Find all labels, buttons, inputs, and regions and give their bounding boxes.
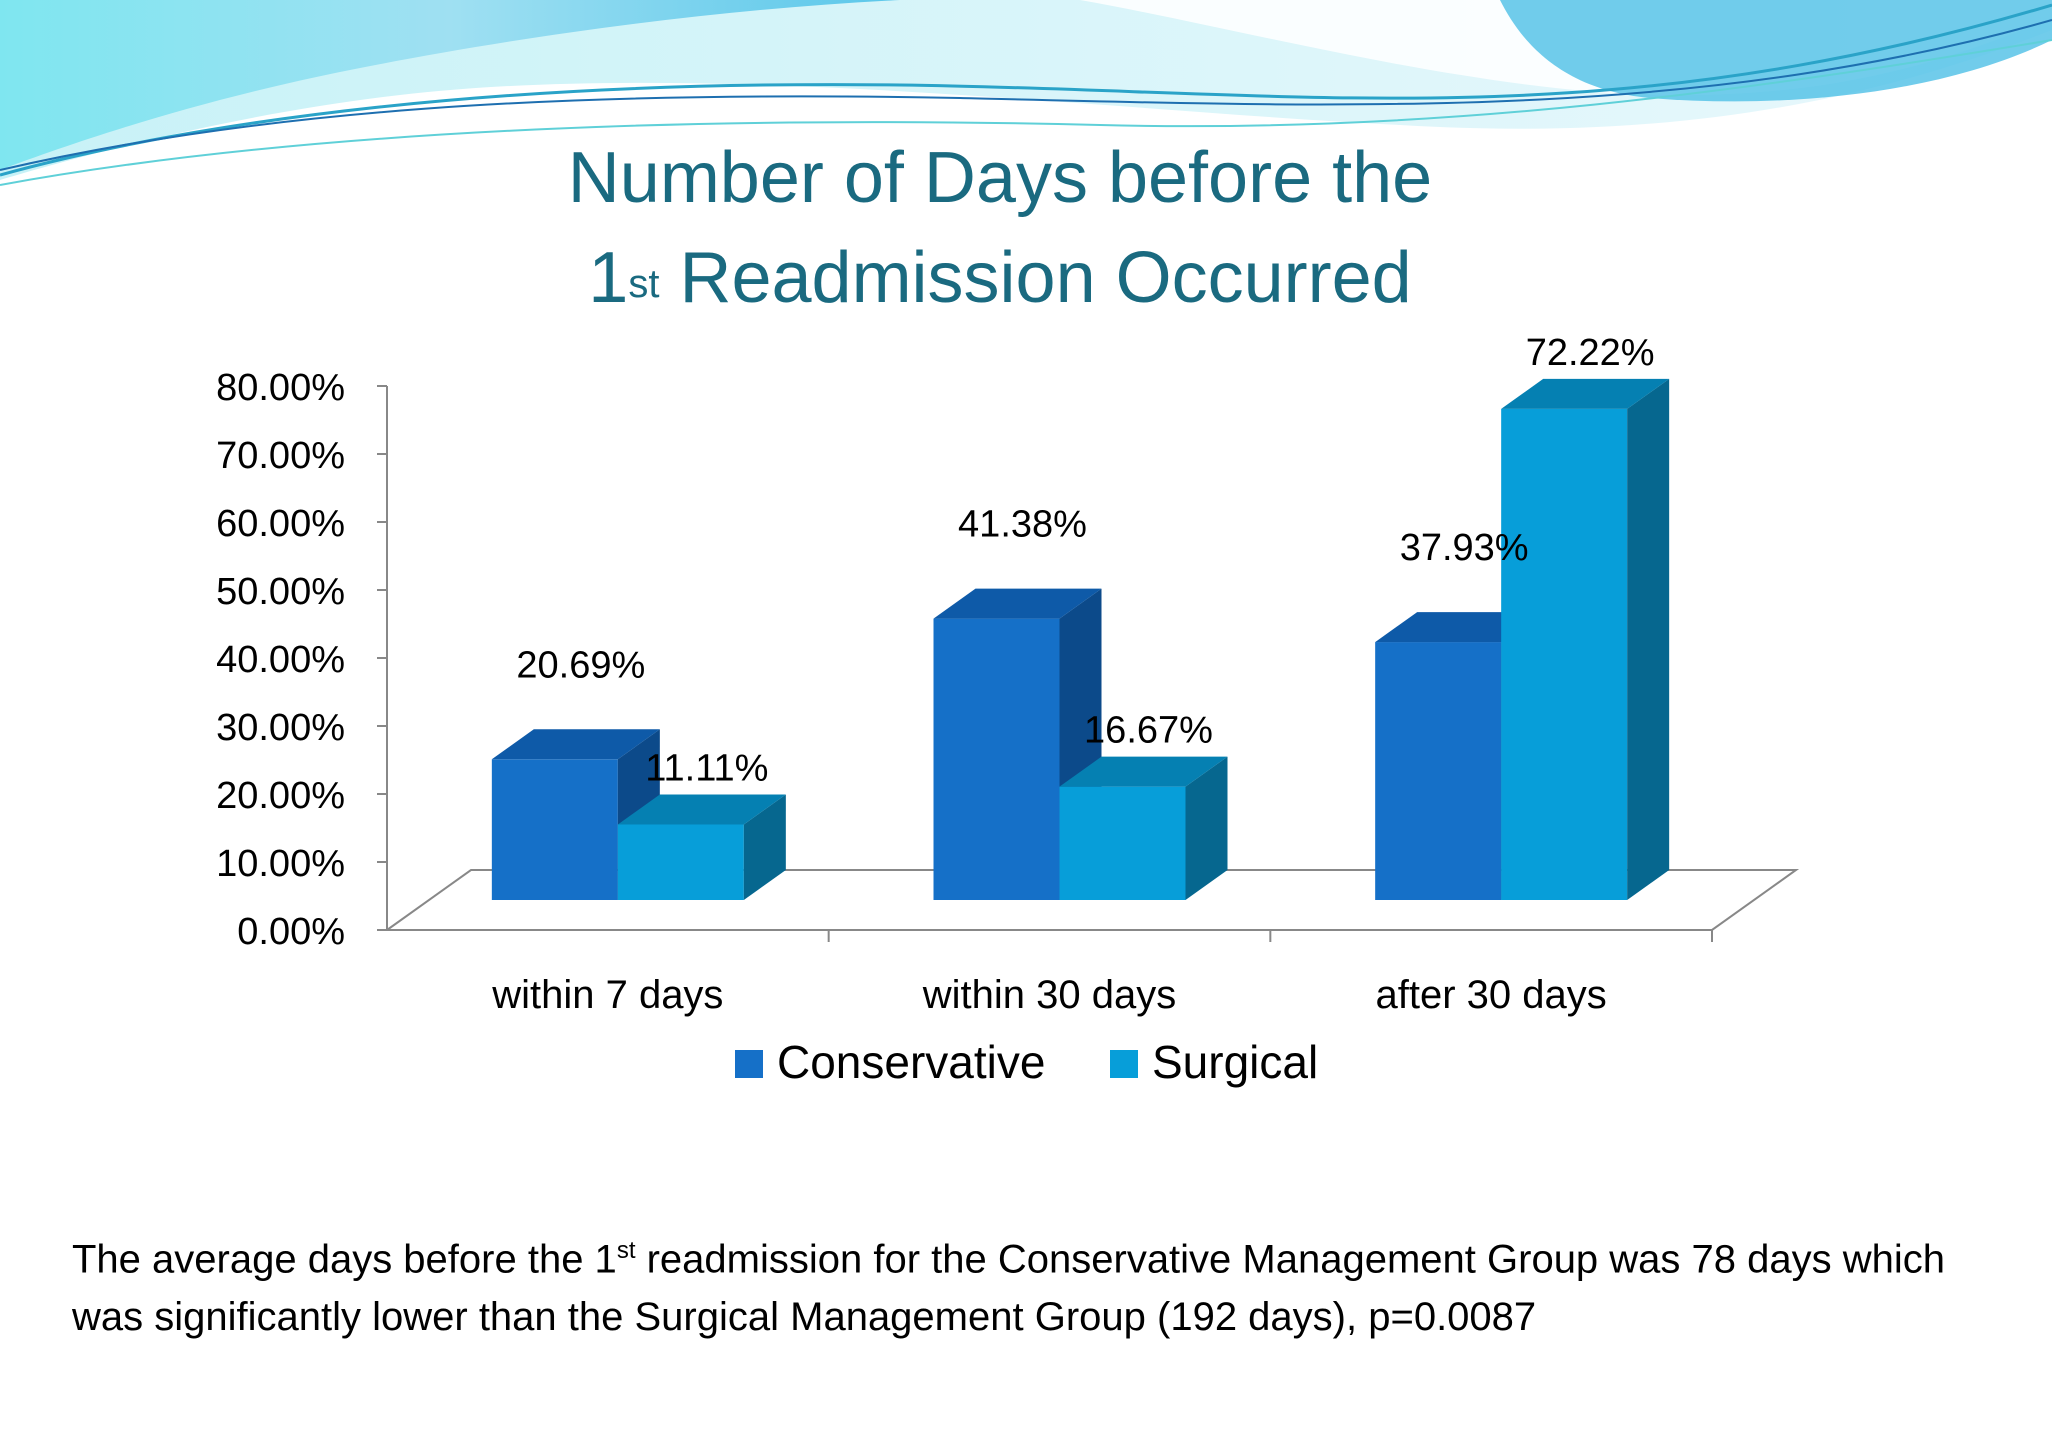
bar-chart: 0.00% 10.00% 20.00% 30.00% 40.00% 50.00% 60.00… bbox=[216, 332, 1800, 1088]
x-category-label: within 7 days bbox=[491, 973, 723, 1017]
title-rest: Readmission Occurred bbox=[659, 238, 1412, 318]
y-tick-label: 30.00% bbox=[216, 707, 345, 749]
bar-side-face bbox=[743, 794, 786, 900]
caption-sup: st bbox=[616, 1237, 636, 1264]
summary-caption: The average days before the 1st readmiss… bbox=[72, 1222, 2012, 1346]
bar-side-face bbox=[1185, 756, 1228, 900]
caption-part-2: readmission for the Conservative Managem… bbox=[72, 1237, 1946, 1340]
data-label: 20.69% bbox=[516, 644, 645, 686]
x-category-label: within 30 days bbox=[922, 973, 1176, 1017]
decorative-wave-banner bbox=[0, 0, 2052, 186]
legend-label: Surgical bbox=[1152, 1036, 1318, 1088]
bar-front-face bbox=[1501, 408, 1628, 900]
chart-title-line-1: Number of Days before the bbox=[567, 138, 1433, 218]
bar-front-face bbox=[617, 824, 744, 900]
bar-top-face bbox=[1059, 756, 1228, 787]
legend-swatch bbox=[1110, 1050, 1138, 1078]
data-label: 41.38% bbox=[958, 504, 1087, 546]
y-tick-label: 50.00% bbox=[216, 571, 345, 613]
y-tick-label: 20.00% bbox=[216, 775, 345, 817]
y-tick-label: 60.00% bbox=[216, 503, 345, 545]
bar-top-face bbox=[1501, 378, 1670, 409]
title-ordinal-number: 1 bbox=[588, 238, 629, 318]
title-ordinal-suffix: st bbox=[628, 262, 660, 306]
data-label: 72.22% bbox=[1526, 332, 1655, 374]
legend-swatch bbox=[735, 1050, 763, 1078]
bar-top-face bbox=[491, 729, 660, 760]
y-tick-label: 70.00% bbox=[216, 435, 345, 477]
y-tick-label: 0.00% bbox=[237, 911, 345, 953]
data-label: 11.11% bbox=[645, 747, 768, 789]
y-tick-label: 80.00% bbox=[216, 367, 345, 409]
bar-top-face bbox=[933, 588, 1102, 619]
bar-side-face bbox=[1627, 378, 1670, 900]
bar-front-face bbox=[1059, 786, 1186, 900]
bar-front-face bbox=[491, 759, 618, 900]
bar-top-face bbox=[617, 794, 786, 825]
bar-front-face bbox=[1375, 642, 1502, 900]
caption-part-1: The average days before the 1 bbox=[72, 1237, 617, 1282]
legend-label: Conservative bbox=[777, 1036, 1045, 1088]
y-tick-label: 40.00% bbox=[216, 639, 345, 681]
bar-front-face bbox=[933, 618, 1060, 900]
data-label: 37.93% bbox=[1400, 527, 1529, 569]
chart-title-line-2: 1st Readmission Occurred bbox=[0, 228, 2000, 328]
data-label: 16.67% bbox=[1084, 710, 1213, 752]
y-tick-label: 10.00% bbox=[216, 843, 345, 885]
x-category-label: after 30 days bbox=[1376, 973, 1607, 1017]
